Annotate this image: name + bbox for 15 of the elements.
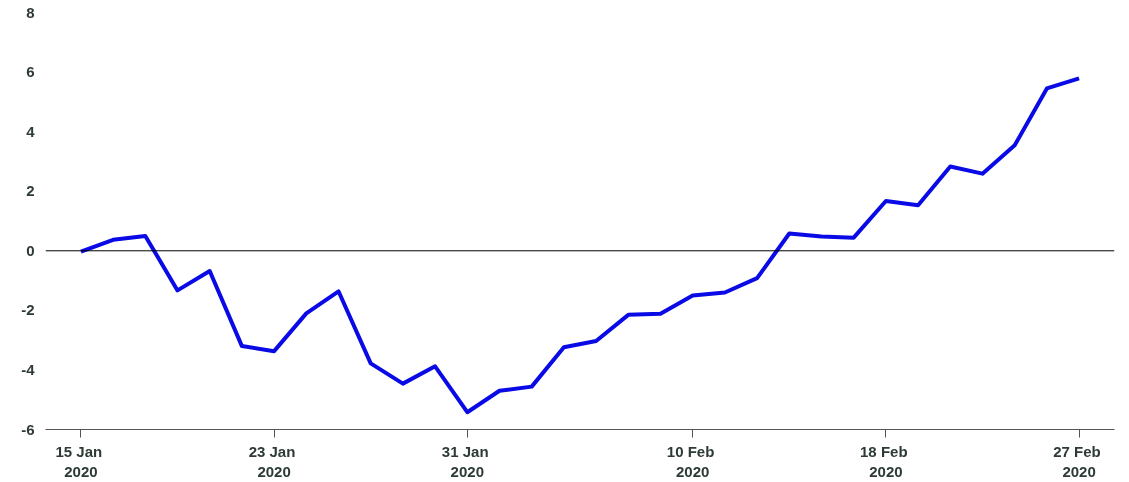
x-tick-label: 10 Feb 2020 <box>666 442 715 480</box>
y-tick-label: 4 <box>26 122 36 140</box>
y-tick-label: -4 <box>21 360 36 378</box>
x-tick-label: 27 Feb 2020 <box>1053 442 1101 480</box>
line-series <box>78 76 1082 415</box>
y-tick-label: 2 <box>26 182 35 200</box>
y-tick-label: 0 <box>26 241 35 259</box>
y-tick-label: -2 <box>21 301 35 319</box>
x-tick-label: 23 Jan 2020 <box>248 442 296 480</box>
y-tick-label: -6 <box>21 420 35 438</box>
x-tick-label: 15 Jan 2020 <box>55 442 103 480</box>
y-tick-label: 8 <box>26 3 35 21</box>
x-tick-label: 18 Feb 2020 <box>860 442 908 480</box>
x-tick-label: 31 Jan 2020 <box>441 442 489 480</box>
y-tick-label: 6 <box>26 63 35 81</box>
